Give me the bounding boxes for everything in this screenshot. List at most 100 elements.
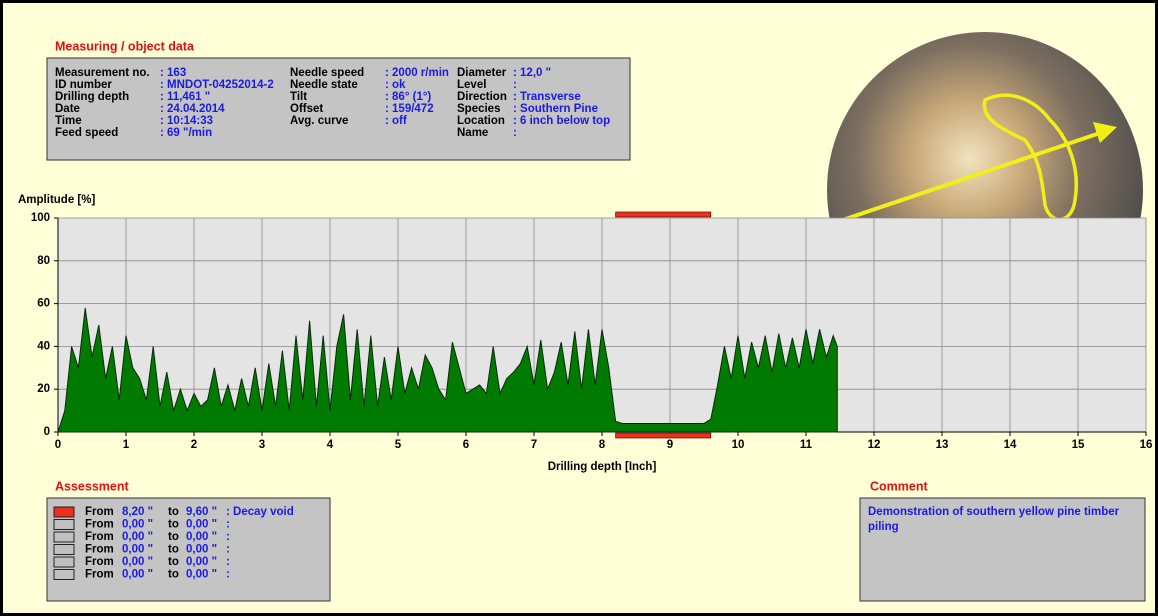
from-value: 0,00 " [122,569,153,581]
from-value: 0,00 " [122,531,153,543]
y-tick-label: 100 [31,212,50,224]
x-tick-label: 8 [599,439,606,451]
field-value: : off [385,115,407,127]
panel-title: Comment [870,479,928,493]
x-tick-label: 9 [667,439,673,451]
chart: 0 1 2 3 4 5 6 7 8 9 10 11 12 13 14 15 16020406080100Ampl… [18,194,1152,473]
arrow [827,131,1101,227]
note: : [226,569,230,581]
x-tick-label: 11 [800,439,813,451]
to-value: 0,00 " [186,519,217,531]
y-tick-label: 20 [37,383,50,395]
x-tick-label: 6 [463,439,469,451]
field-label: Direction [457,91,507,103]
from-word: From [85,569,114,581]
to-word: to [168,519,179,531]
x-tick-label: 14 [1004,439,1017,451]
note: : [226,544,230,556]
x-tick-label: 2 [191,439,197,451]
note: : Decay void [226,506,294,518]
x-tick-label: 3 [259,439,265,451]
note: : [226,519,230,531]
x-tick-label: 12 [868,439,881,451]
x-tick-label: 7 [531,439,537,451]
field-label: Offset [290,103,323,115]
field-value: : [513,127,517,139]
field-value: : Transverse [513,91,581,103]
field-label: Date [55,103,80,115]
field-label: Tilt [290,91,307,103]
field-label: Needle state [290,79,358,91]
from-value: 0,00 " [122,519,153,531]
field-label: Needle speed [290,67,364,79]
decay-marker [615,211,712,218]
from-value: 8,20 " [122,506,153,518]
y-tick-label: 0 [44,426,50,438]
from-word: From [85,506,114,518]
amplitude-area [57,307,838,433]
x-tick-label: 4 [327,439,334,451]
x-axis-title: Drilling depth [Inch] [548,461,657,473]
field-value: : 10:14:33 [160,115,213,127]
to-value: 0,00 " [186,531,217,543]
field-label: Diameter [457,67,507,79]
x-tick-label: 13 [936,439,949,451]
field-label: Level [457,79,486,91]
x-tick-label: 16 [1140,439,1153,451]
to-word: to [168,569,179,581]
arrow-head [1093,122,1117,143]
from-word: From [85,519,114,531]
field-value: : Southern Pine [513,103,598,115]
to-word: to [168,531,179,543]
field-label: Species [457,103,500,115]
to-value: 9,60 " [186,506,217,518]
field-value: : 86° (1°) [385,91,431,103]
field-label: Time [55,115,82,127]
field-label: Measurement no. [55,67,150,79]
x-tick-label: 5 [395,439,402,451]
color-swatch [53,531,75,543]
field-value: : 2000 r/min [385,67,449,79]
field-value: : [513,79,517,91]
from-word: From [85,544,114,556]
field-value: : 12,0 " [513,67,551,79]
to-word: to [168,544,179,556]
field-label: Drilling depth [55,91,129,103]
field-label: Name [457,127,488,139]
field-value: : 11,461 " [160,91,210,103]
field-label: Location [457,115,505,127]
field-label: Feed speed [55,127,118,139]
from-value: 0,00 " [122,544,153,556]
y-axis-title: Amplitude [%] [18,194,95,206]
assessment-panel [46,497,331,602]
object-panel [46,57,631,161]
to-word: to [168,556,179,568]
comment-panel [859,497,1146,602]
field-label: ID number [55,79,112,91]
x-tick-label: 0 [55,439,61,451]
note: : [226,556,230,568]
to-value: 0,00 " [186,544,217,556]
from-word: From [85,531,114,543]
color-swatch [53,519,75,530]
field-label: Avg. curve [290,115,348,127]
field-value: : 6 inch below top [513,115,610,127]
decay-marker [615,432,712,439]
comment-line: piling [868,521,899,533]
from-word: From [85,556,114,568]
field-value: : 24.04.2014 [160,103,225,115]
color-swatch [53,556,75,568]
field-value: : 159/472 [385,103,434,115]
color-swatch [53,569,75,580]
to-value: 0,00 " [186,569,217,581]
field-value: : ok [385,79,406,91]
to-word: to [168,506,179,518]
panel-title: Measuring / object data [55,39,195,53]
y-tick-label: 60 [37,298,50,310]
y-tick-label: 40 [37,340,50,352]
note: : [226,531,230,543]
field-value: : 69 "/min [160,127,212,139]
x-tick-label: 10 [732,439,745,451]
to-value: 0,00 " [186,556,217,568]
